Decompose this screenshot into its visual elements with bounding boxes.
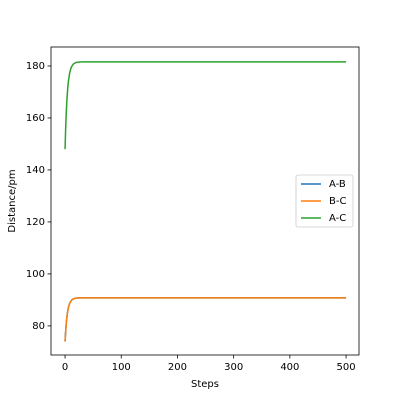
y-tick-label: 80 [32,321,45,332]
y-tick-label: 100 [26,269,45,280]
x-tick-label: 0 [62,362,68,373]
x-tick-label: 200 [168,362,187,373]
y-axis-label: Distance/pm [7,169,18,232]
x-tick-label: 100 [112,362,131,373]
x-tick-label: 300 [224,362,243,373]
line-series [64,61,347,150]
legend-box [295,174,354,228]
x-axis-label: Steps [191,379,219,390]
x-tick-label: 400 [280,362,299,373]
y-tick-label: 180 [26,61,45,72]
y-tick-label: 120 [26,217,45,228]
x-tick-label: 500 [337,362,356,373]
plot-frame [50,46,360,356]
y-tick-label: 140 [26,165,45,176]
legend: A-B B-C A-C [295,174,354,228]
y-tick-label: 160 [26,113,45,124]
legend-label: B-C [329,196,346,207]
legend-label: A-B [329,179,346,190]
legend-label: A-C [329,213,346,224]
line-series [64,297,347,342]
